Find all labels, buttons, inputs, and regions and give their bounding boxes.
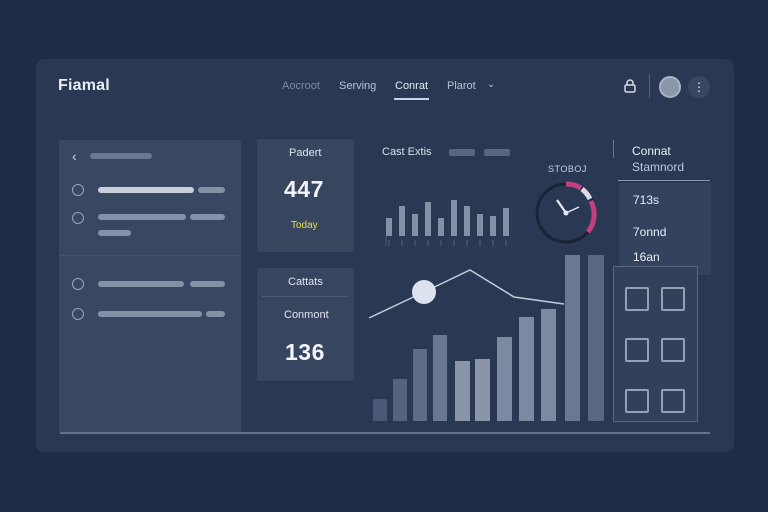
stat-card-label: Padert [289, 147, 322, 159]
header-divider [613, 140, 614, 158]
right-panel-title: Connat [632, 144, 671, 158]
app-title: Fiamal [58, 77, 110, 94]
main-bar [519, 317, 534, 421]
chart-legend-pill[interactable] [449, 149, 475, 156]
right-panel-item[interactable]: 16an [633, 250, 660, 264]
mini-bar [438, 218, 444, 236]
grid-cell[interactable] [625, 338, 649, 362]
trend-point-highlight [412, 280, 436, 304]
right-panel-subtitle: Stamnord [632, 160, 685, 174]
grid-cell[interactable] [625, 287, 649, 311]
main-bar [393, 379, 407, 421]
sidebar-item-3[interactable] [98, 281, 184, 287]
sidebar-item-2-sub [98, 230, 131, 236]
grid-cell[interactable] [625, 389, 649, 413]
main-bar [541, 309, 556, 421]
sidebar-item-2[interactable] [98, 214, 186, 220]
header-separator [649, 74, 650, 98]
stat-card-value: 136 [285, 339, 325, 365]
sidebar-item-3-meta [190, 281, 225, 287]
gauge-arc [585, 199, 597, 234]
trend-line [368, 269, 565, 319]
sidebar-item-1-meta [198, 187, 225, 193]
nav-item-aocroot[interactable]: Aocroot [282, 80, 320, 92]
stat-card-sub: Conmont [284, 309, 329, 321]
right-panel-item[interactable]: 7onnd [633, 225, 667, 239]
main-bar [455, 361, 470, 421]
nav-item-serving[interactable]: Serving [339, 80, 377, 92]
chart-title: Cast Extis [382, 146, 432, 158]
mini-bar [503, 208, 509, 236]
lock-icon[interactable] [622, 78, 638, 94]
gauge-icon [535, 181, 597, 244]
main-bar [373, 399, 387, 421]
gauge-label: STOBOJ [548, 164, 587, 174]
sidebar-item-4[interactable] [98, 311, 202, 317]
right-panel-underline [618, 180, 710, 181]
avatar[interactable] [659, 76, 681, 98]
chart-baseline [60, 432, 710, 434]
grid-cell[interactable] [661, 338, 685, 362]
mini-bar [386, 218, 392, 236]
sidebar-item-1[interactable] [98, 187, 194, 193]
main-bar [475, 359, 490, 421]
sidebar-timer-icon [72, 308, 84, 320]
nav-item-conrat[interactable]: Conrat [395, 80, 429, 92]
sidebar-clock-icon [72, 212, 84, 224]
sidebar-item-2-meta [190, 214, 225, 220]
main-bar [565, 255, 580, 421]
mini-bar [412, 214, 418, 236]
grid-cell[interactable] [661, 389, 685, 413]
mini-bar [464, 206, 470, 236]
main-bar [413, 349, 427, 421]
mini-bar [490, 216, 496, 236]
back-chevron-icon[interactable]: ‹ [72, 148, 77, 164]
stat-card-padert[interactable] [257, 139, 354, 252]
grid-cell[interactable] [661, 287, 685, 311]
main-bar [588, 255, 604, 421]
sidebar-header-placeholder [90, 153, 152, 159]
gauge-arc [580, 187, 593, 201]
gauge-arc [565, 181, 583, 191]
stat-card-label: Cattats [288, 276, 323, 288]
stat-card-sub: Today [291, 220, 318, 231]
nav-active-underline [394, 98, 429, 100]
mini-bar [451, 200, 457, 236]
mini-bar [425, 202, 431, 236]
nav-item-plarot[interactable]: Plarot [447, 80, 476, 92]
stat-card-divider [262, 296, 349, 297]
sidebar-divider [60, 255, 240, 256]
mini-bar [477, 214, 483, 236]
sidebar-circle-icon [72, 184, 84, 196]
chart-legend-pill[interactable] [484, 149, 510, 156]
stat-card-value: 447 [284, 176, 324, 202]
sidebar-item-4-meta [206, 311, 225, 317]
main-bar [433, 335, 447, 421]
sidebar-shield-icon [72, 278, 84, 290]
more-icon[interactable]: ⋮ [688, 76, 710, 98]
right-panel-item[interactable]: 713s [633, 193, 660, 207]
mini-bar [399, 206, 405, 236]
chevron-down-icon[interactable]: ⌄ [487, 79, 496, 90]
main-bar [497, 337, 512, 421]
stat-card-cattats[interactable] [257, 268, 354, 381]
right-panel-list [619, 183, 711, 275]
